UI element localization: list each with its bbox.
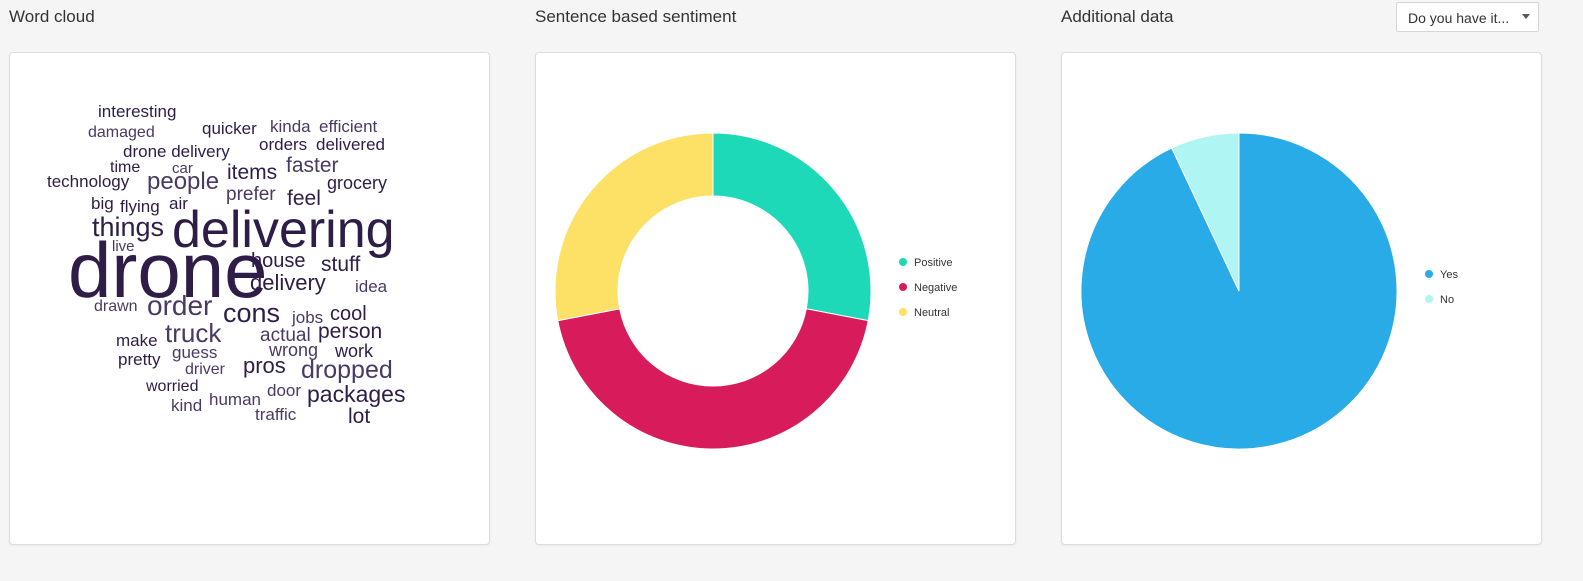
word-cloud-word: work	[334, 341, 374, 361]
word-cloud-word: cons	[223, 298, 280, 328]
word-cloud-word: wrong	[268, 340, 318, 360]
word-cloud-word: items	[227, 161, 277, 184]
legend-label-yes[interactable]: Yes	[1440, 269, 1458, 281]
legend-marker-yes	[1425, 270, 1433, 278]
word-cloud-word: prefer	[226, 184, 276, 205]
word-cloud-word: jobs	[291, 308, 323, 327]
word-cloud-word: things	[92, 212, 164, 242]
word-cloud-word: kind	[171, 396, 202, 415]
word-cloud-word: drone delivery	[123, 142, 230, 161]
word-cloud-word: damaged	[88, 124, 155, 141]
word-cloud-word: cool	[330, 303, 367, 325]
word-cloud-word: delivery	[250, 270, 326, 295]
word-cloud-word: make	[116, 331, 158, 350]
word-cloud-word: time	[110, 159, 140, 176]
legend-marker-positive	[899, 258, 907, 266]
sentiment-title: Sentence based sentiment	[535, 7, 737, 26]
word-cloud-word: house	[251, 250, 306, 272]
word-cloud-word: lot	[348, 405, 370, 428]
word-cloud-word: idea	[355, 277, 388, 296]
word-cloud-word: delivering	[172, 201, 395, 259]
legend-label-no[interactable]: No	[1440, 294, 1454, 306]
word-cloud-word: kinda	[270, 117, 311, 136]
word-cloud-word: quicker	[202, 119, 257, 138]
word-cloud-word: drone	[68, 226, 268, 314]
dropdown-selected-value: Do you have it...	[1408, 10, 1510, 26]
word-cloud-word: pros	[243, 353, 286, 378]
word-cloud-word: person	[318, 320, 382, 343]
word-cloud-word: interesting	[98, 102, 176, 121]
word-cloud-word: car	[172, 160, 193, 177]
additional-data-card: Yes No	[1061, 52, 1542, 545]
pie-slice-positive[interactable]	[712, 132, 872, 322]
word-cloud-word: packages	[307, 381, 405, 407]
word-cloud-word: door	[267, 381, 301, 400]
pie-slice-no[interactable]	[1171, 132, 1240, 292]
word-cloud-word: human	[209, 390, 261, 409]
word-cloud-word: driver	[185, 361, 226, 378]
word-cloud-word: actual	[260, 325, 311, 346]
word-cloud-word: technology	[47, 172, 130, 191]
word-cloud-word: live	[112, 238, 135, 255]
word-cloud-word: stuff	[321, 253, 360, 276]
legend-marker-neutral	[899, 308, 907, 316]
legend-label-neutral[interactable]: Neutral	[914, 307, 949, 319]
word-cloud-word: order	[147, 290, 212, 321]
sentiment-donut-chart: Positive Negative Neutral	[554, 132, 957, 450]
pie-slice-negative[interactable]	[557, 308, 869, 450]
question-dropdown[interactable]: Do you have it...	[1396, 2, 1539, 32]
word-cloud-word: dropped	[301, 356, 393, 384]
word-cloud-word: people	[147, 168, 219, 195]
legend-label-positive[interactable]: Positive	[914, 257, 953, 269]
word-cloud-word: drawn	[94, 298, 138, 315]
sentiment-card: Positive Negative Neutral	[535, 52, 1016, 545]
word-cloud-word: guess	[172, 343, 217, 362]
word-cloud-word: truck	[165, 318, 222, 348]
word-cloud-word: grocery	[327, 173, 387, 193]
word-cloud-word: delivered	[316, 135, 385, 154]
word-cloud-title: Word cloud	[9, 7, 95, 26]
additional-data-title: Additional data	[1061, 7, 1174, 26]
word-cloud-word: feel	[287, 187, 321, 210]
legend-label-negative[interactable]: Negative	[914, 282, 957, 294]
pie-slice-neutral[interactable]	[554, 132, 714, 322]
word-cloud-word: efficient	[319, 117, 378, 136]
additional-data-pie-chart: Yes No	[1080, 132, 1458, 450]
word-cloud-card: drone delivering things order cons truck peopl…	[9, 52, 490, 545]
word-cloud-word: flying	[120, 197, 160, 216]
legend-marker-negative	[899, 283, 907, 291]
word-cloud-word: faster	[286, 154, 339, 177]
word-cloud-word: traffic	[255, 405, 297, 424]
word-cloud-word: worried	[145, 378, 198, 395]
word-cloud-word: air	[169, 194, 188, 213]
word-cloud-word: big	[91, 194, 114, 213]
legend-marker-no	[1425, 295, 1433, 303]
chevron-down-icon	[1522, 14, 1530, 19]
word-cloud-word: orders	[259, 135, 307, 154]
word-cloud-word: pretty	[118, 350, 161, 369]
